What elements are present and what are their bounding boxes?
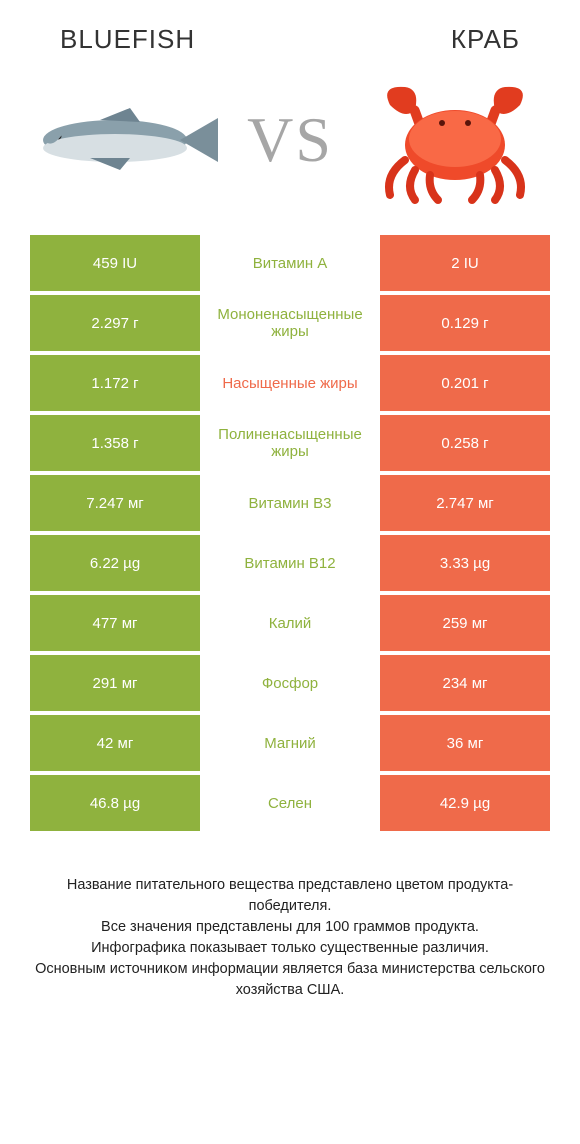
right-value: 42.9 µg (380, 775, 550, 831)
right-value: 0.201 г (380, 355, 550, 411)
bluefish-illustration (30, 75, 220, 205)
crab-icon (370, 75, 540, 205)
nutrient-row: 1.358 гПолиненасыщенные жиры0.258 г (30, 415, 550, 471)
nutrient-label: Мононенасыщенные жиры (200, 295, 380, 351)
nutrient-row: 46.8 µgСелен42.9 µg (30, 775, 550, 831)
footnote-line: Основным источником информации является … (30, 959, 550, 1001)
right-value: 2.747 мг (380, 475, 550, 531)
nutrient-table: 459 IUВитамин A2 IU2.297 гМононенасыщенн… (0, 235, 580, 831)
nutrient-row: 291 мгФосфор234 мг (30, 655, 550, 711)
nutrient-row: 6.22 µgВитамин B123.33 µg (30, 535, 550, 591)
right-value: 0.129 г (380, 295, 550, 351)
nutrient-label: Калий (200, 595, 380, 651)
nutrient-label: Магний (200, 715, 380, 771)
crab-illustration (360, 75, 550, 205)
right-value: 3.33 µg (380, 535, 550, 591)
left-value: 46.8 µg (30, 775, 200, 831)
nutrient-label: Полиненасыщенные жиры (200, 415, 380, 471)
nutrient-label: Витамин B12 (200, 535, 380, 591)
nutrient-label: Селен (200, 775, 380, 831)
footnote-line: Название питательного вещества представл… (30, 875, 550, 917)
image-row: VS (0, 65, 580, 235)
nutrient-label: Витамин A (200, 235, 380, 291)
left-value: 2.297 г (30, 295, 200, 351)
fish-icon (30, 100, 220, 180)
nutrient-row: 477 мгКалий259 мг (30, 595, 550, 651)
left-value: 1.172 г (30, 355, 200, 411)
right-value: 36 мг (380, 715, 550, 771)
right-value: 2 IU (380, 235, 550, 291)
nutrient-label: Насыщенные жиры (200, 355, 380, 411)
left-value: 1.358 г (30, 415, 200, 471)
vs-label: VS (247, 103, 333, 177)
footnote: Название питательного вещества представл… (0, 835, 580, 1001)
left-value: 291 мг (30, 655, 200, 711)
nutrient-row: 1.172 гНасыщенные жиры0.201 г (30, 355, 550, 411)
right-value: 0.258 г (380, 415, 550, 471)
nutrient-row: 2.297 гМононенасыщенные жиры0.129 г (30, 295, 550, 351)
nutrient-row: 459 IUВитамин A2 IU (30, 235, 550, 291)
left-value: 6.22 µg (30, 535, 200, 591)
nutrient-label: Витамин B3 (200, 475, 380, 531)
footnote-line: Инфографика показывает только существенн… (30, 938, 550, 959)
right-value: 259 мг (380, 595, 550, 651)
nutrient-label: Фосфор (200, 655, 380, 711)
header-row: Bluefish Краб (0, 0, 580, 65)
left-value: 7.247 мг (30, 475, 200, 531)
left-value: 477 мг (30, 595, 200, 651)
left-value: 42 мг (30, 715, 200, 771)
left-value: 459 IU (30, 235, 200, 291)
nutrient-row: 42 мгМагний36 мг (30, 715, 550, 771)
left-food-title: Bluefish (60, 24, 195, 55)
right-value: 234 мг (380, 655, 550, 711)
nutrient-row: 7.247 мгВитамин B32.747 мг (30, 475, 550, 531)
right-food-title: Краб (451, 24, 520, 55)
footnote-line: Все значения представлены для 100 граммо… (30, 917, 550, 938)
